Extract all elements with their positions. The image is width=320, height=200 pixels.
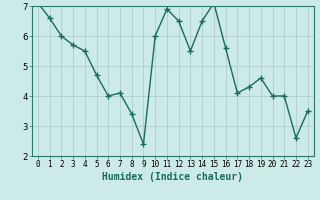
X-axis label: Humidex (Indice chaleur): Humidex (Indice chaleur) [102,172,243,182]
